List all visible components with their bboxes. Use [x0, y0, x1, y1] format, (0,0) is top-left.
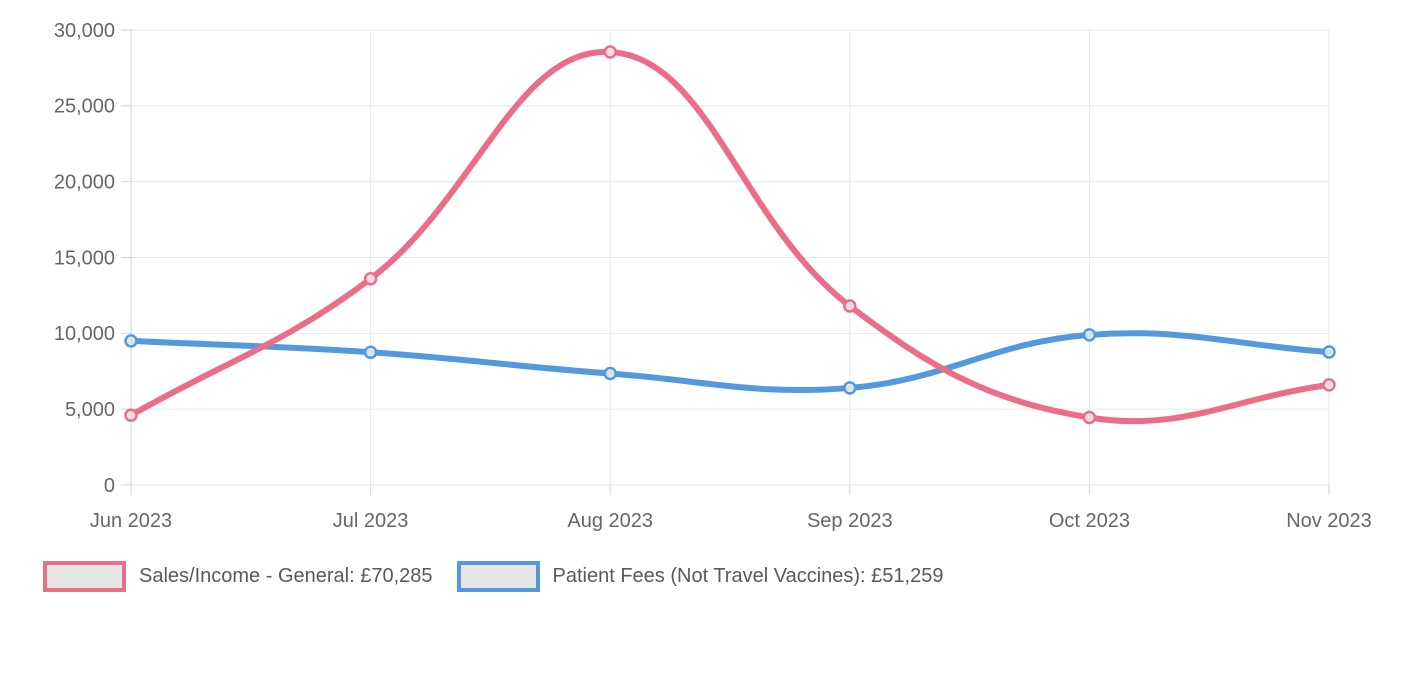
y-tick-label: 0	[104, 475, 115, 497]
data-point[interactable]	[363, 345, 378, 360]
legend-swatch-sales-income	[43, 561, 126, 592]
data-point[interactable]	[843, 299, 857, 313]
series-line-1	[128, 330, 1332, 394]
legend-swatch-patient-fees	[456, 561, 540, 592]
x-tick-label: Sep 2023	[807, 510, 893, 532]
legend-item-patient-fees[interactable]: Patient Fees (Not Travel Vaccines): £51,…	[456, 561, 944, 592]
data-point[interactable]	[124, 408, 138, 422]
legend-label-patient-fees: Patient Fees (Not Travel Vaccines): £51,…	[552, 565, 944, 587]
data-point[interactable]	[603, 45, 617, 59]
data-point[interactable]	[1322, 345, 1336, 359]
x-tick-label: Jul 2023	[333, 510, 409, 532]
series-line-0	[128, 48, 1332, 425]
data-point[interactable]	[1082, 328, 1097, 342]
x-tick-label: Nov 2023	[1286, 510, 1372, 532]
y-tick-label: 5,000	[65, 399, 115, 421]
legend-item-sales-income[interactable]: Sales/Income - General: £70,285	[43, 561, 433, 592]
x-tick-label: Aug 2023	[567, 510, 653, 532]
y-tick-label: 15,000	[54, 247, 115, 269]
data-point[interactable]	[124, 334, 138, 348]
line-chart-canvas: 0 5,000 10,000 15,000 20,000 25,000 30,000 Jun …	[54, 20, 1372, 532]
data-point[interactable]	[603, 366, 617, 381]
legend-label-sales-income: Sales/Income - General: £70,285	[139, 565, 433, 587]
data-point[interactable]	[843, 381, 857, 395]
y-tick-label: 30,000	[54, 20, 115, 42]
y-tick-label: 25,000	[54, 96, 115, 118]
data-point[interactable]	[1082, 410, 1097, 425]
data-point[interactable]	[363, 271, 378, 286]
y-tick-label: 10,000	[54, 323, 115, 345]
x-tick-label: Oct 2023	[1049, 510, 1130, 532]
x-tick-label: Jun 2023	[90, 510, 172, 532]
y-tick-label: 20,000	[54, 172, 115, 194]
chart-legend: Sales/Income - General: £70,285 Patient …	[43, 561, 1406, 592]
data-point[interactable]	[1322, 378, 1336, 392]
